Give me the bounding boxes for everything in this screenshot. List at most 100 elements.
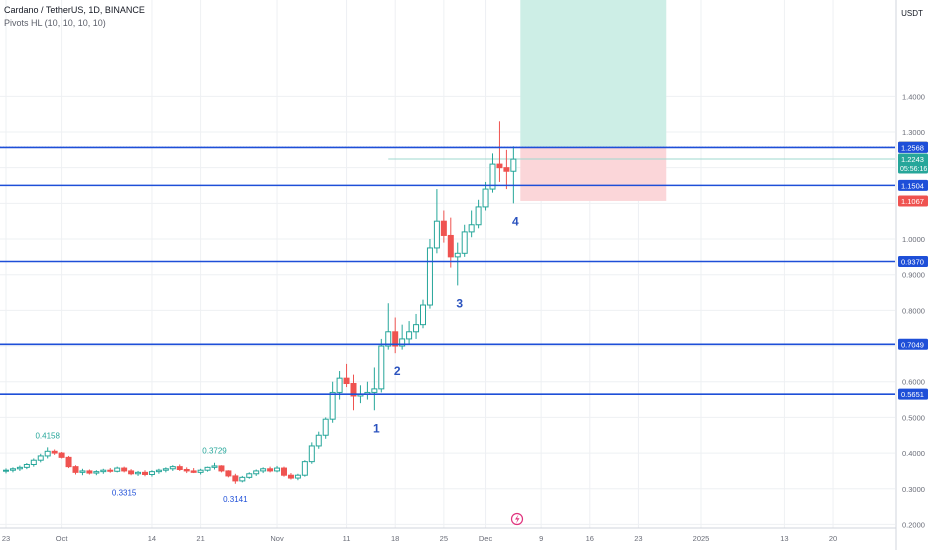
candle-up <box>420 304 426 326</box>
pivot-label: 0.3315 <box>112 488 137 497</box>
price-badge <box>898 153 928 174</box>
candle-up <box>197 469 204 473</box>
candle-down <box>58 452 65 458</box>
candle-up <box>100 469 107 473</box>
candle-up <box>406 331 413 340</box>
candle-up <box>114 467 121 472</box>
pivot-label: 0.3141 <box>223 495 248 504</box>
candle-down <box>65 456 72 468</box>
candle-up <box>37 455 44 461</box>
candle-up <box>413 324 420 333</box>
y-tick-label: 0.2000 <box>902 520 925 529</box>
candle-up <box>426 247 433 306</box>
x-tick-label: 9 <box>539 534 543 543</box>
candle-up <box>378 345 385 390</box>
price-unit-label: USDT <box>901 9 923 18</box>
candle-down <box>86 470 93 474</box>
candle-up <box>308 445 315 463</box>
candle-down <box>281 467 287 476</box>
x-tick-label: 20 <box>829 534 837 543</box>
candle-up <box>148 471 155 475</box>
candle-up <box>274 467 281 472</box>
candle-up <box>23 463 30 468</box>
pivot-label: 0.3729 <box>202 447 227 456</box>
x-tick-label: 14 <box>148 534 156 543</box>
candle-down <box>121 467 128 472</box>
candle-down <box>176 466 183 470</box>
candle-up <box>315 434 322 447</box>
candle-down <box>51 450 58 454</box>
y-tick-label: 0.9000 <box>902 271 925 280</box>
y-tick-label: 1.3000 <box>902 128 925 137</box>
candle-up <box>510 158 517 172</box>
wave-label: 1 <box>373 421 380 435</box>
y-tick-label: 0.6000 <box>902 378 925 387</box>
x-tick-label: Nov <box>270 534 284 543</box>
chart-title: Cardano / TetherUS, 1D, BINANCE <box>4 5 145 15</box>
candle-up <box>489 163 496 190</box>
candle-down <box>218 465 225 472</box>
candle-down <box>447 234 454 258</box>
price-badge <box>898 388 928 400</box>
y-tick-label: 0.3000 <box>902 485 925 494</box>
candle-down <box>350 383 357 397</box>
candle-up <box>3 469 9 472</box>
candle-up <box>169 466 176 470</box>
pivot-label: 0.4158 <box>35 431 60 440</box>
candle-down <box>503 167 510 172</box>
candle-up <box>329 391 336 420</box>
y-tick-label: 1.0000 <box>902 235 925 244</box>
price-badge <box>898 256 928 268</box>
candle-up <box>260 468 267 472</box>
candle-up <box>294 474 301 479</box>
stop-zone <box>520 147 667 201</box>
countdown-text: 05:56:16 <box>900 166 927 173</box>
price-badge-text: 0.5651 <box>901 390 924 399</box>
candle-down <box>392 331 399 347</box>
candle-up <box>454 252 461 258</box>
price-badge <box>898 141 928 153</box>
x-tick-label: 2025 <box>693 534 710 543</box>
candle-up <box>399 338 406 347</box>
price-badge <box>898 338 928 350</box>
price-badge-text: 0.9370 <box>901 258 924 267</box>
candle-up <box>475 206 482 226</box>
price-badge-text: 1.1067 <box>901 197 924 206</box>
candle-up <box>322 418 329 436</box>
indicator-label: Pivots HL (10, 10, 10, 10) <box>4 18 106 28</box>
candle-up <box>461 231 468 254</box>
candle-down <box>225 470 232 477</box>
candle-up <box>253 470 260 475</box>
x-tick-label: Dec <box>479 534 493 543</box>
wave-label: 2 <box>394 364 401 378</box>
candle-up <box>336 377 343 393</box>
candle-down <box>343 377 350 385</box>
candle-up <box>9 468 16 471</box>
candle-up <box>16 466 23 470</box>
candle-up <box>433 220 440 249</box>
candle-up <box>204 466 211 471</box>
wave-label: 3 <box>456 296 463 310</box>
candle-down <box>183 468 190 472</box>
candle-down <box>440 220 447 236</box>
price-badge-text: 0.7049 <box>901 340 924 349</box>
x-tick-label: 13 <box>780 534 788 543</box>
x-tick-label: 23 <box>2 534 10 543</box>
candle-up <box>239 476 246 482</box>
candle-up <box>371 388 378 393</box>
price-badge <box>898 179 928 191</box>
x-tick-label: 18 <box>391 534 399 543</box>
y-tick-label: 0.8000 <box>902 306 925 315</box>
y-tick-label: 0.5000 <box>902 413 925 422</box>
price-badge-text: 1.1504 <box>901 181 924 190</box>
price-badge <box>898 195 928 207</box>
candle-up <box>482 188 489 208</box>
y-tick-label: 1.4000 <box>902 92 925 101</box>
candle-up <box>385 331 392 347</box>
x-tick-label: Oct <box>56 534 69 543</box>
candle-up <box>155 469 162 473</box>
candle-up <box>301 461 308 476</box>
candle-down <box>128 470 135 475</box>
candle-down <box>142 471 148 475</box>
